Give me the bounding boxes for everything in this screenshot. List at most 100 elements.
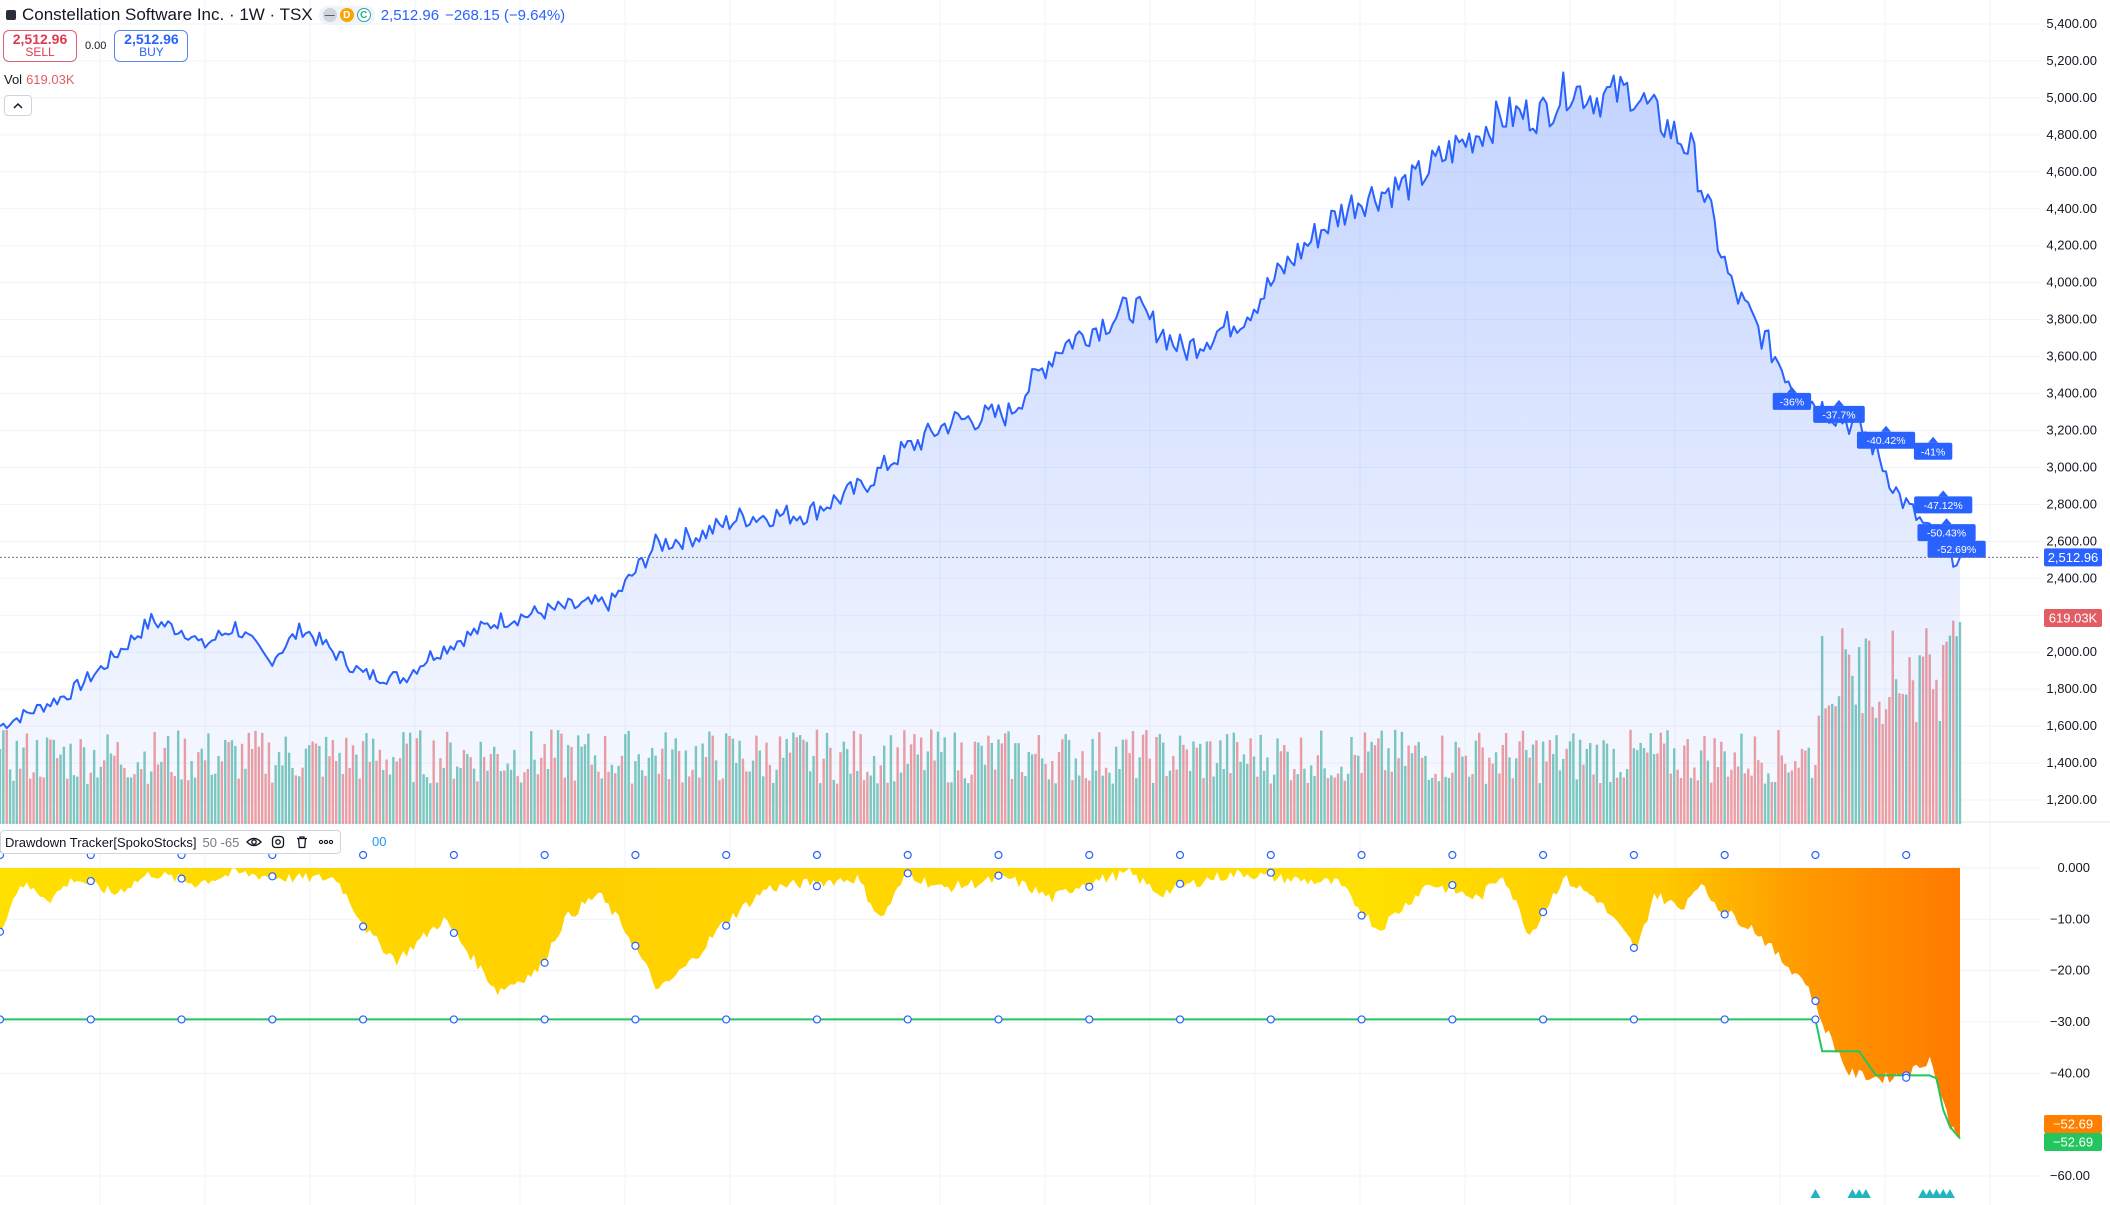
indicator-name[interactable]: Drawdown Tracker[SpokoStocks] xyxy=(5,834,197,850)
marker-drawdown xyxy=(631,941,640,950)
more-icon[interactable] xyxy=(317,833,335,851)
buy-button[interactable]: 2,512.96 BUY xyxy=(114,30,189,62)
settings-icon[interactable] xyxy=(269,833,287,851)
marker-drawdown xyxy=(0,927,5,936)
last-price-badge: 2,512.96 xyxy=(2048,550,2099,565)
marker-drawdown xyxy=(358,922,368,931)
drawdown-value-badge: −52.69 xyxy=(2053,1117,2093,1132)
price-axis-tick: 5,400.00 xyxy=(2046,16,2097,31)
price-axis-tick: 1,400.00 xyxy=(2046,755,2097,770)
spread-value: 0.00 xyxy=(85,40,107,52)
marker-drawdown xyxy=(1720,910,1729,919)
chevron-up-icon xyxy=(13,102,23,109)
minus-pill-icon[interactable]: — xyxy=(322,8,337,22)
marker-drawdown xyxy=(268,872,277,881)
drawdown-label: -37.7% xyxy=(1822,409,1855,421)
marker-drawdown xyxy=(1266,868,1275,877)
marker-top xyxy=(358,850,368,860)
marker-top xyxy=(1811,850,1820,860)
drawdown-area xyxy=(0,868,1960,1139)
price-axis[interactable]: 5,400.00 5,200.00 5,000.00 4,800.00 4,600.00… xyxy=(2046,16,2097,807)
drawdown-label-box xyxy=(1772,392,1812,410)
marker-threshold xyxy=(994,1015,1003,1024)
collapse-legend-button[interactable] xyxy=(4,95,32,116)
price-axis-tick: 5,200.00 xyxy=(2046,53,2097,68)
marker-drawdown xyxy=(1629,943,1638,952)
indicator-legend[interactable]: Drawdown Tracker[SpokoStocks] 50 -65 xyxy=(0,830,342,854)
trash-icon[interactable] xyxy=(293,833,311,851)
price-axis-tick: 4,200.00 xyxy=(2046,238,2097,253)
indicator-params: 50 -65 xyxy=(202,834,240,850)
price-axis-tick: 2,400.00 xyxy=(2046,570,2097,585)
price-axis-tick: 3,800.00 xyxy=(2046,312,2097,327)
marker-drawdown xyxy=(903,869,912,878)
drawdown-axis-tick: −40.00 xyxy=(2050,1065,2090,1080)
volume-value: 619.03K xyxy=(26,72,75,87)
drawdown-label-pointer xyxy=(1941,518,1952,525)
price-axis-tick: 3,600.00 xyxy=(2046,349,2097,364)
drawdown-value-badge-box xyxy=(2044,1115,2102,1133)
price-axis-tick: 4,400.00 xyxy=(2046,201,2097,216)
marker-top xyxy=(1629,850,1638,860)
marker-drawdown xyxy=(1085,882,1094,891)
drawdown-label-pointer xyxy=(1786,386,1797,393)
sell-label: SELL xyxy=(25,45,55,59)
marker-drawdown xyxy=(994,871,1003,880)
signal-triangle xyxy=(1810,1189,1821,1198)
marker-threshold xyxy=(631,1015,640,1024)
marker-threshold xyxy=(1085,1015,1094,1024)
last-price-badge-box xyxy=(2044,548,2102,567)
volume-label: Vol xyxy=(4,72,23,87)
volume-legend[interactable]: Vol 619.03K xyxy=(4,72,75,87)
marker-top xyxy=(449,850,458,860)
drawdown-label: -41% xyxy=(1921,446,1946,458)
indicator-value: 00 xyxy=(372,834,387,849)
marker-drawdown xyxy=(812,882,822,891)
signal-triangle xyxy=(1918,1189,1929,1198)
marker-threshold xyxy=(1629,1015,1638,1024)
drawdown-label: -40.42% xyxy=(1866,435,1905,447)
marker-top xyxy=(1085,850,1094,860)
volume-badge: 619.03K xyxy=(2049,611,2098,626)
eye-icon[interactable] xyxy=(245,833,263,851)
price-axis-tick: 2,000.00 xyxy=(2046,644,2097,659)
price-axis-tick: 4,800.00 xyxy=(2046,127,2097,142)
drawdown-value-badge-2-box xyxy=(2044,1133,2102,1151)
marker-drawdown xyxy=(86,876,95,886)
sell-button[interactable]: 2,512.96 SELL xyxy=(3,30,77,62)
drawdown-axis-tick: −60.00 xyxy=(2050,1168,2090,1183)
marker-top xyxy=(1266,850,1275,860)
drawdown-labels: -36% -37.7% -40.42% -41% -47.12% -50.43% -52.6… xyxy=(1772,386,1986,558)
buy-label: BUY xyxy=(139,45,164,59)
price-axis-tick: 3,400.00 xyxy=(2046,386,2097,401)
drawdown-label-box xyxy=(1927,540,1986,558)
axis-badges: 2,512.96 619.03K −52.69 −52.69 xyxy=(2044,548,2102,1151)
price-axis-tick: 5,000.00 xyxy=(2046,90,2097,105)
marker-top xyxy=(1902,850,1911,860)
symbol-title[interactable]: Constellation Software Inc. · 1W · TSX xyxy=(22,5,313,24)
marker-drawdown xyxy=(1448,880,1457,890)
marker-drawdown xyxy=(449,928,458,938)
drawdown-label-box xyxy=(1914,496,1973,514)
drawdown-label-box xyxy=(1856,431,1916,449)
marker-threshold xyxy=(268,1015,277,1024)
price-area xyxy=(0,72,1960,824)
drawdown-label-box xyxy=(1913,442,1953,460)
marker-threshold xyxy=(1448,1015,1457,1024)
delayed-pill-icon[interactable]: D xyxy=(339,8,354,22)
closed-pill-icon[interactable]: C xyxy=(356,8,371,22)
marker-drawdown xyxy=(177,874,186,883)
marker-top xyxy=(1720,850,1729,860)
status-pills[interactable]: — D C xyxy=(318,5,375,25)
threshold-line xyxy=(0,1018,1961,1140)
drawdown-axis-tick: −20.00 xyxy=(2050,963,2090,978)
price-axis-tick: 1,200.00 xyxy=(2046,792,2097,807)
marker-threshold xyxy=(812,1015,822,1024)
marker-drawdown xyxy=(1357,911,1366,920)
drawdown-label-pointer xyxy=(1881,425,1892,432)
drawdown-axis-tick: −30.00 xyxy=(2050,1014,2090,1029)
drawdown-label-pointer xyxy=(1928,436,1939,443)
drawdown-axis[interactable]: 0.000 −10.00 −20.00 −30.00 −40.00 −60.00 xyxy=(2050,860,2090,1183)
marker-top xyxy=(540,850,549,860)
